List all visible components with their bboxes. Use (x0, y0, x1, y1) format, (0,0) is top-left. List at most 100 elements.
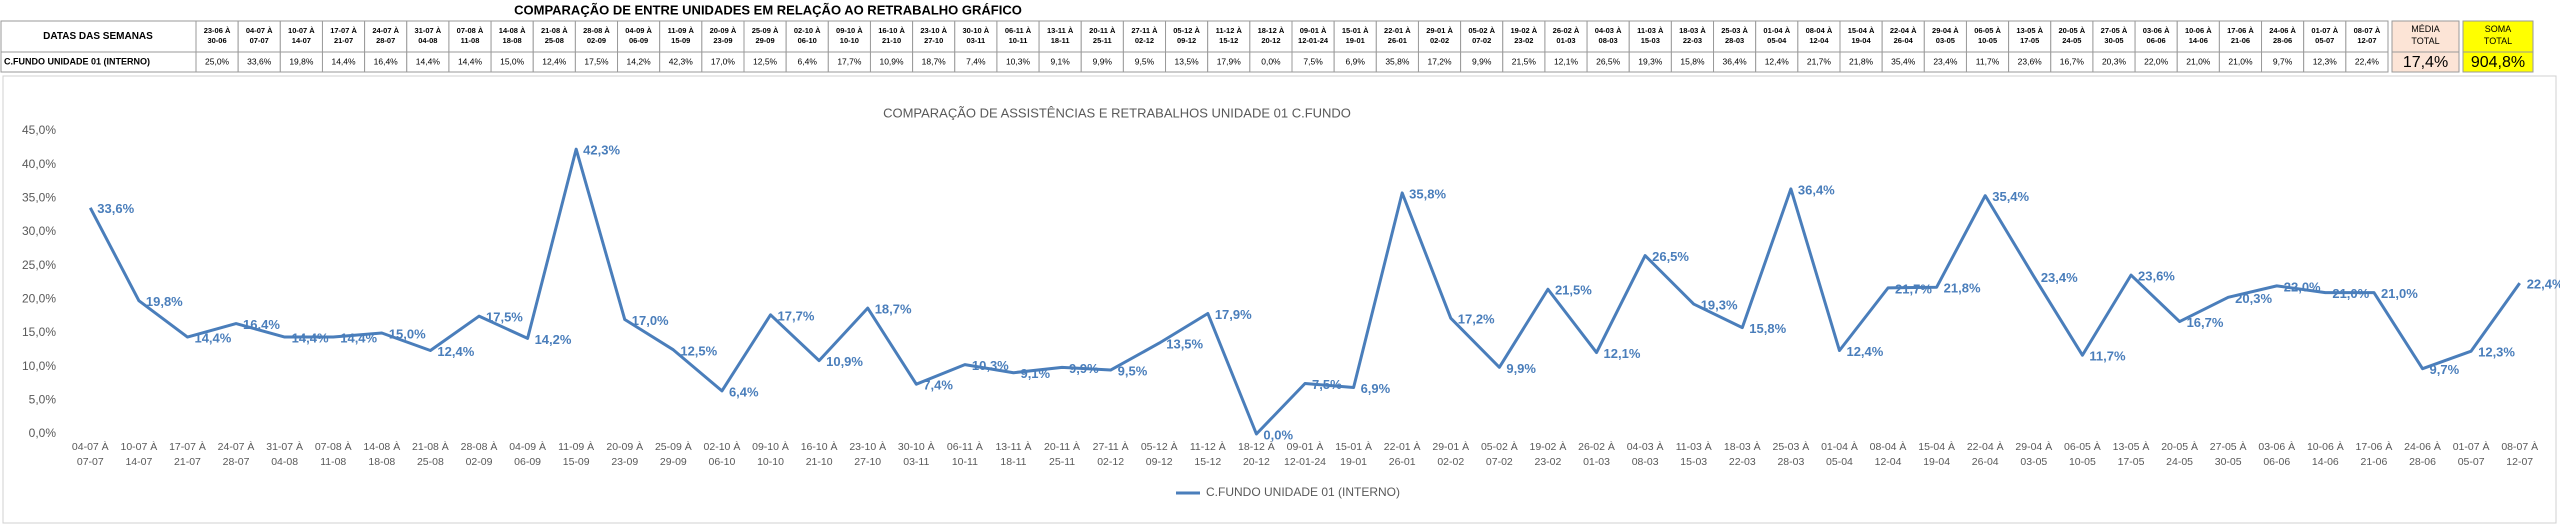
x-tick-label: 17-07 À 21-07 (169, 440, 206, 468)
x-tick-label: 13-11 À 18-11 (995, 440, 1031, 468)
x-tick-label: 25-03 À 28-03 (1772, 440, 1809, 468)
x-tick-label: 19-02 À 23-02 (1530, 440, 1567, 468)
week-value: 7,4% (966, 56, 986, 66)
week-label: 04-03 À 08-03 (1595, 26, 1622, 45)
data-label: 9,5% (1118, 363, 1148, 378)
x-tick-label: 29-01 À 02-02 (1432, 440, 1469, 468)
x-tick-label: 22-01 À 26-01 (1384, 440, 1421, 468)
week-label: 17-06 À 21-06 (2227, 26, 2254, 45)
week-value: 17,2% (1427, 56, 1452, 66)
week-value: 9,9% (1472, 56, 1492, 66)
data-label: 17,0% (632, 313, 669, 328)
week-label: 23-06 À 30-06 (204, 26, 231, 45)
x-tick-label: 04-09 À 06-09 (509, 440, 546, 468)
data-label: 17,2% (1458, 312, 1495, 327)
data-label: 21,0% (2381, 286, 2418, 301)
week-label: 05-02 À 07-02 (1468, 26, 1495, 45)
week-value: 0,0% (1261, 56, 1281, 66)
week-value: 35,8% (1385, 56, 1410, 66)
data-label: 23,6% (2138, 269, 2175, 284)
week-cell (1881, 20, 1925, 53)
x-tick-label: 26-02 À 01-03 (1578, 440, 1615, 468)
data-label: 36,4% (1798, 182, 1835, 197)
x-tick-label: 13-05 À 17-05 (2113, 440, 2150, 468)
data-label: 20,3% (2235, 291, 2272, 306)
week-value: 21,7% (1807, 56, 1832, 66)
x-tick-label: 08-04 À 12-04 (1870, 440, 1907, 468)
week-cell (1586, 20, 1630, 53)
week-value: 22,0% (2144, 56, 2169, 66)
x-tick-label: 11-09 À 15-09 (558, 440, 594, 468)
week-cell (1544, 20, 1588, 53)
data-label: 7,5% (1312, 377, 1342, 392)
week-cell (2050, 20, 2094, 53)
data-label: 33,6% (97, 201, 134, 216)
week-cell (1207, 20, 1251, 53)
week-value: 13,5% (1175, 56, 1200, 66)
week-value: 15,8% (1680, 56, 1705, 66)
week-cell (1375, 20, 1419, 53)
data-label: 21,7% (1895, 281, 1932, 296)
week-cell (1502, 20, 1546, 53)
data-label: 14,4% (292, 330, 329, 345)
data-label: 21,5% (1555, 283, 1592, 298)
week-value: 26,5% (1596, 56, 1621, 66)
chart-frame (2, 75, 2557, 524)
week-label: 16-10 À 21-10 (878, 26, 905, 45)
y-tick-label: 5,0% (29, 393, 57, 407)
week-label: 18-12 À 20-12 (1258, 26, 1285, 45)
week-cell (406, 20, 450, 53)
week-value: 12,5% (753, 56, 778, 66)
week-label: 31-07 À 04-08 (415, 26, 442, 45)
data-label: 15,0% (389, 326, 426, 341)
x-tick-label: 29-04 À 03-05 (2015, 440, 2052, 468)
sum-header: SOMA TOTAL (2484, 24, 2512, 46)
data-label: 6,9% (1361, 381, 1391, 396)
x-tick-label: 03-06 À 06-06 (2258, 440, 2295, 468)
week-label: 10-07 À 14-07 (288, 26, 315, 45)
week-value: 36,4% (1723, 56, 1748, 66)
week-value: 17,5% (584, 56, 609, 66)
week-cell (869, 20, 914, 53)
week-value: 9,9% (1093, 56, 1113, 66)
week-cell (321, 20, 366, 53)
week-value: 19,3% (1638, 56, 1663, 66)
data-label: 9,7% (2430, 362, 2460, 377)
data-label: 10,9% (826, 354, 863, 369)
week-label: 09-10 À 10-10 (836, 26, 863, 45)
week-label: 09-01 À 12-01-24 (1298, 26, 1329, 45)
week-label: 29-04 À 03-05 (1932, 26, 1959, 45)
y-tick-label: 25,0% (22, 258, 56, 272)
data-label: 9,9% (1069, 361, 1099, 376)
week-label: 24-07 À 28-07 (372, 26, 399, 45)
week-cell (1038, 20, 1082, 53)
week-cell (364, 20, 408, 53)
data-label: 21,8% (1944, 281, 1981, 296)
week-value: 9,5% (1135, 56, 1155, 66)
week-value: 7,5% (1303, 56, 1323, 66)
week-label: 28-08 À 02-09 (583, 26, 610, 45)
x-tick-label: 20-05 À 24-05 (2161, 440, 2198, 468)
week-label: 19-02 À 23-02 (1511, 26, 1538, 45)
x-tick-label: 22-04 À 26-04 (1967, 440, 2004, 468)
week-value: 10,9% (879, 56, 904, 66)
data-label: 17,5% (486, 310, 523, 325)
week-value: 17,9% (1217, 56, 1242, 66)
week-label: 20-11 À 25-11 (1089, 26, 1116, 45)
x-tick-label: 23-10 À 27-10 (849, 440, 886, 468)
data-label: 26,5% (1652, 249, 1689, 264)
x-tick-label: 01-04 À 05-04 (1821, 440, 1858, 468)
week-label: 21-08 À 25-08 (541, 26, 568, 45)
week-label: 25-03 À 28-03 (1721, 26, 1748, 45)
data-label: 9,9% (1506, 361, 1536, 376)
week-label: 01-04 À 05-04 (1763, 26, 1790, 45)
x-tick-label: 05-02 À 07-02 (1481, 440, 1518, 468)
week-label: 20-09 À 23-09 (710, 26, 737, 45)
data-label: 0,0% (1263, 427, 1293, 442)
chart-title: COMPARAÇÃO DE ASSISTÊNCIAS E RETRABALHOS… (883, 105, 1351, 120)
week-value: 14,2% (627, 56, 652, 66)
data-label: 22,0% (2284, 279, 2321, 294)
week-label: 10-06 À 14-06 (2185, 26, 2212, 45)
data-label: 15,8% (1749, 321, 1786, 336)
week-label: 11-03 À 15-03 (1637, 26, 1664, 45)
